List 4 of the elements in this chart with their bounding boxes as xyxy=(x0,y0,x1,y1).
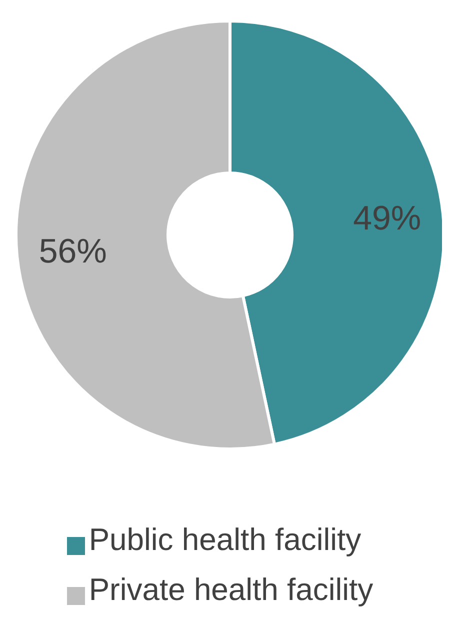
data-label: 56% xyxy=(38,232,107,271)
legend-label: Public health facility xyxy=(88,522,362,557)
legend-label: Private health facility xyxy=(88,572,374,607)
data-label: 49% xyxy=(353,199,422,238)
